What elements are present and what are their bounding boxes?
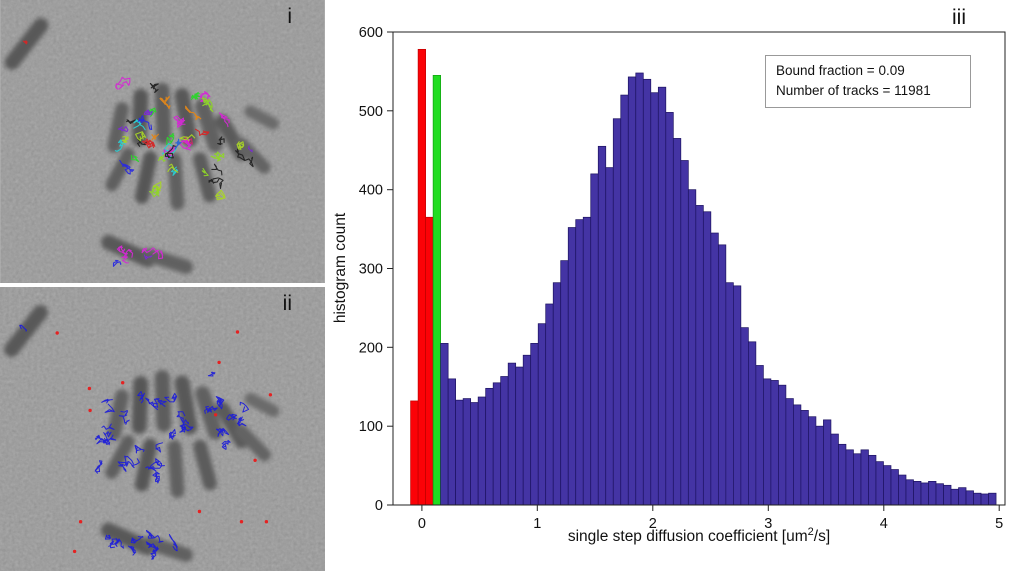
panel-label-ii: ii xyxy=(282,292,292,315)
svg-text:400: 400 xyxy=(359,183,383,199)
svg-text:300: 300 xyxy=(359,262,383,278)
x-axis-label: single step diffusion coefficient [um2/s… xyxy=(393,526,1005,546)
svg-text:0: 0 xyxy=(418,516,426,532)
svg-text:2: 2 xyxy=(649,516,657,532)
microscopy-image-blue-tracks xyxy=(0,287,325,571)
svg-text:0: 0 xyxy=(375,498,383,514)
particle-tracks xyxy=(19,324,273,560)
svg-text:500: 500 xyxy=(359,104,383,120)
panel-label-iii: iii xyxy=(952,6,966,29)
axes: 0 1 2 3 4 5 0 100 200 300 400 500 600 xyxy=(359,25,1006,532)
panel-label-i: i xyxy=(287,5,292,28)
x-axis-label-superscript: 2 xyxy=(807,526,814,538)
bars xyxy=(410,48,997,506)
svg-text:200: 200 xyxy=(359,340,383,356)
svg-text:3: 3 xyxy=(764,516,772,532)
histogram-plot: 0 1 2 3 4 5 0 100 200 300 400 500 600 xyxy=(359,25,1006,532)
svg-text:100: 100 xyxy=(359,419,383,435)
y-axis-label: histogram count xyxy=(332,212,349,324)
x-axis-label-text: single step diffusion coefficient [um xyxy=(567,528,808,546)
legend-number-of-tracks: Number of tracks = 11981 xyxy=(776,83,931,99)
microscopy-panel-i: i xyxy=(0,0,325,283)
particle-tracks xyxy=(22,40,254,267)
microscopy-panel-ii: ii xyxy=(0,287,325,571)
bacteria-cells xyxy=(4,17,280,274)
x-axis-label-suffix: /s] xyxy=(813,528,831,546)
legend-box: Bound fraction = 0.09 Number of tracks =… xyxy=(765,55,971,108)
svg-text:4: 4 xyxy=(880,516,888,532)
svg-text:600: 600 xyxy=(359,25,383,41)
histogram-panel: 0 1 2 3 4 5 0 100 200 300 400 500 600 iii Bound frac… xyxy=(325,0,1024,571)
microscopy-image-colored-tracks xyxy=(0,0,325,283)
svg-text:1: 1 xyxy=(533,516,541,532)
legend-bound-fraction: Bound fraction = 0.09 xyxy=(776,63,905,78)
svg-text:5: 5 xyxy=(995,516,1003,532)
